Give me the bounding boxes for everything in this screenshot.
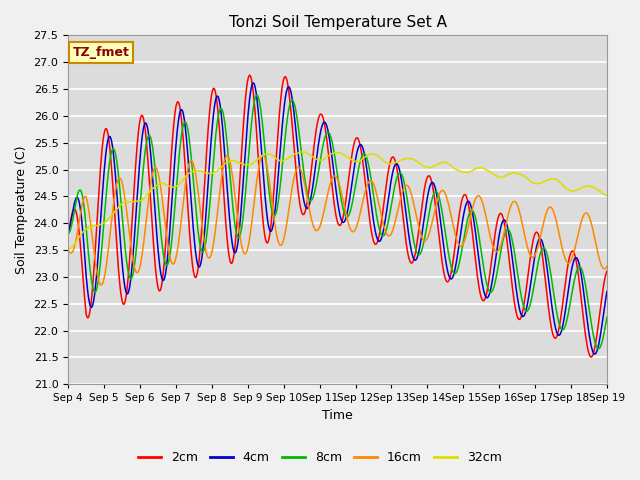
Title: Tonzi Soil Temperature Set A: Tonzi Soil Temperature Set A xyxy=(228,15,447,30)
Text: TZ_fmet: TZ_fmet xyxy=(72,46,129,59)
Legend: 2cm, 4cm, 8cm, 16cm, 32cm: 2cm, 4cm, 8cm, 16cm, 32cm xyxy=(133,446,507,469)
X-axis label: Time: Time xyxy=(322,409,353,422)
Y-axis label: Soil Temperature (C): Soil Temperature (C) xyxy=(15,145,28,274)
